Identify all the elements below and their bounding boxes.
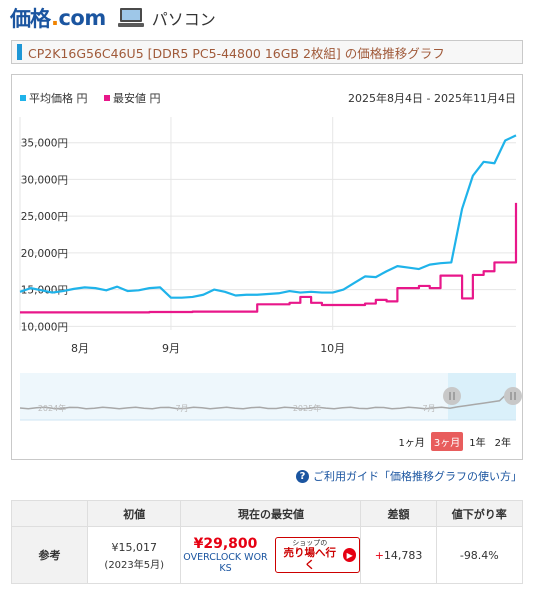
initial-price-cell: ¥15,017 (2023年5月) — [86, 526, 182, 584]
navigator-label: 2025年 — [293, 403, 321, 413]
chart-period: 2025年8月4日 - 2025年11月4日 — [348, 91, 516, 105]
shop-name[interactable]: OVERCLOCK WORKS — [183, 552, 268, 574]
diff-cell: +14,783 — [360, 526, 437, 584]
row-label: 参考 — [11, 526, 88, 584]
avg-price-line — [19, 134, 517, 299]
navigator-handle-right[interactable] — [504, 387, 522, 405]
header-initial-price: 初値 — [86, 500, 182, 527]
y-tick-label: 10,000円 — [21, 321, 68, 333]
range-button-0[interactable]: 1ヶ月 — [398, 438, 425, 449]
initial-date: (2023年5月) — [104, 560, 165, 571]
navigator-label: 7月 — [175, 404, 188, 413]
min-price-line — [20, 202, 518, 314]
navigator-handle-left-knob — [443, 387, 461, 405]
go-to-shop-button[interactable]: ショップの 売り場へ行く ▶ — [275, 537, 361, 573]
category-label[interactable]: パソコン — [151, 10, 216, 29]
navigator-label: 2024年 — [38, 403, 66, 413]
computer-icon — [117, 8, 144, 27]
legend-avg-swatch — [20, 95, 26, 101]
play-arrow-icon: ▶ — [343, 548, 357, 562]
diff-value: 14,783 — [383, 548, 423, 562]
navigator-handle-left[interactable] — [443, 387, 461, 405]
legend-min-swatch — [104, 95, 110, 101]
site-logo[interactable]: 価格 — [10, 7, 51, 31]
product-title[interactable]: CP2K16G56C46U5 [DDR5 PC5-44800 16GB 2枚組]… — [28, 45, 445, 61]
header-current-lowest: 現在の最安値 — [180, 500, 362, 527]
site-logo-com[interactable]: .com — [51, 6, 106, 30]
range-button-3[interactable]: 2年 — [494, 438, 511, 449]
rate-cell: -98.4% — [435, 526, 524, 584]
y-tick-label: 35,000円 — [21, 138, 68, 150]
initial-price: ¥15,017 — [111, 541, 157, 554]
help-icon: ? — [296, 469, 309, 483]
table-corner — [11, 500, 88, 527]
price-reference-table: 初値 現在の最安値 差額 値下がり率 参考 ¥15,017 (2023年5月) … — [11, 500, 524, 584]
range-button-2[interactable]: 1年 — [469, 438, 486, 449]
x-tick-label: 8月 — [71, 342, 89, 355]
product-title-bar: CP2K16G56C46U5 [DDR5 PC5-44800 16GB 2枚組]… — [11, 40, 523, 64]
x-tick-label: 9月 — [162, 342, 180, 355]
legend-avg-label: 平均価格 円 — [29, 91, 88, 105]
navigator-area — [20, 373, 516, 420]
price-chart: 平均価格 円 最安値 円 2025年8月4日 - 2025年11月4日 10,0… — [19, 91, 522, 421]
lowest-price[interactable]: ¥29,800 — [193, 536, 258, 552]
navigator-label: 7月 — [422, 404, 435, 413]
current-lowest-cell: ¥29,800 OVERCLOCK WORKS ショップの 売り場へ行く ▶ — [180, 526, 362, 584]
shop-button-top-label: ショップの — [292, 539, 328, 547]
x-tick-label: 10月 — [320, 342, 345, 355]
range-button-1[interactable]: 3ヶ月 — [430, 432, 464, 451]
header-diff: 差額 — [360, 500, 437, 527]
guide-link[interactable]: ? ご利用ガイド「価格推移グラフの使い方」 — [296, 468, 522, 484]
shop-button-label: 売り場へ行く — [283, 547, 337, 571]
y-tick-label: 20,000円 — [21, 248, 68, 260]
price-chart-panel: 平均価格 円 最安値 円 2025年8月4日 - 2025年11月4日 10,0… — [11, 74, 523, 460]
diff-sign: + — [374, 548, 384, 562]
range-selector: 1ヶ月 3ヶ月 1年 2年 — [396, 432, 515, 451]
guide-link-text[interactable]: ご利用ガイド「価格推移グラフの使い方」 — [313, 470, 522, 483]
y-tick-label: 30,000円 — [21, 174, 68, 186]
site-header: 価格 .com パソコン — [10, 6, 216, 31]
navigator-handle-right-knob — [504, 387, 522, 405]
navigator-line — [19, 392, 516, 410]
title-accent-bar — [17, 44, 22, 60]
header-rate: 値下がり率 — [435, 500, 524, 527]
y-tick-label: 25,000円 — [21, 211, 68, 223]
legend-min-label: 最安値 円 — [113, 91, 161, 105]
